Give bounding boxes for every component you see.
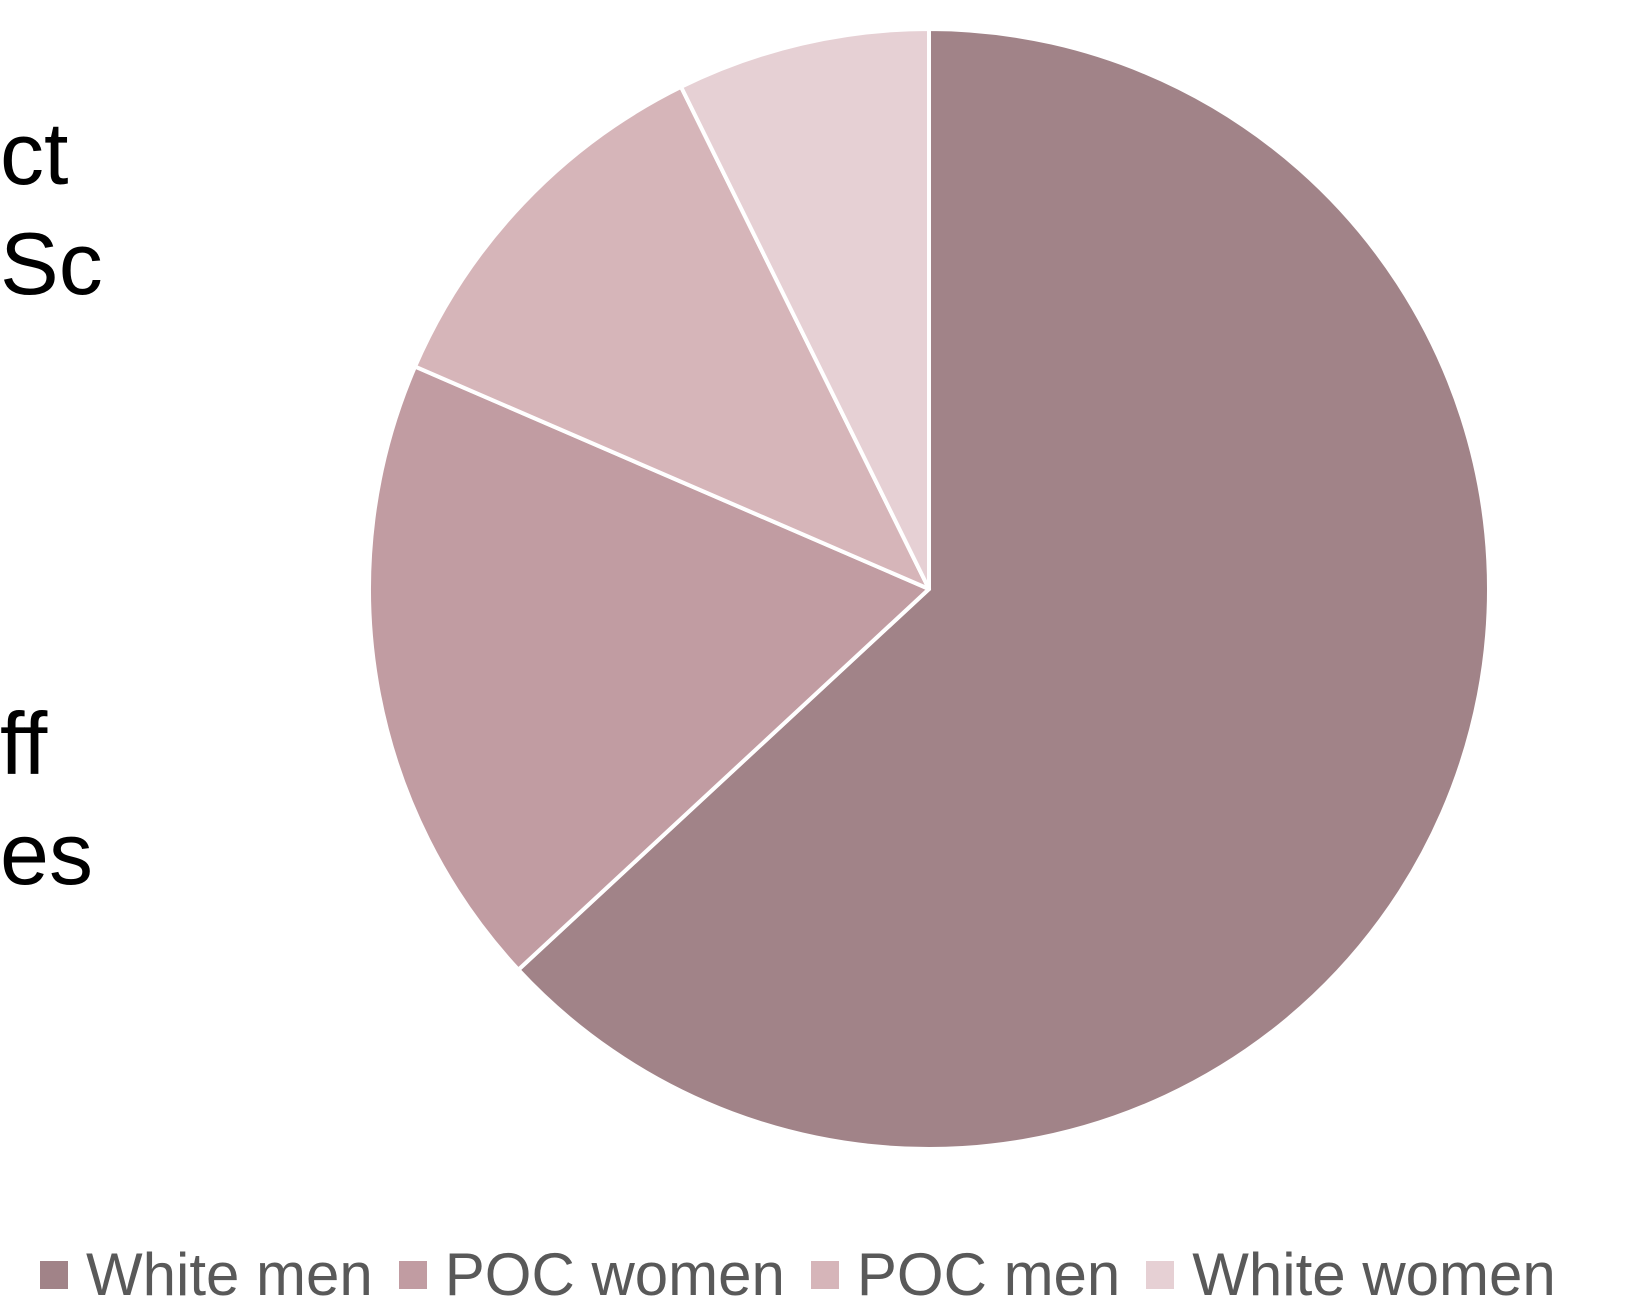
- pie-slice-poc-women: [367, 364, 931, 972]
- legend-item-poc-women: POC women: [398, 1240, 785, 1309]
- legend-item-white-men: White men: [40, 1240, 373, 1309]
- side-text-fragment: ct: [0, 104, 69, 203]
- pie-chart: [367, 27, 1491, 1151]
- legend-item-white-women: White women: [1146, 1240, 1556, 1309]
- legend-swatch: [398, 1260, 427, 1289]
- legend-swatch: [810, 1260, 839, 1289]
- legend-label: POC women: [444, 1241, 785, 1308]
- legend-item-poc-men: POC men: [810, 1240, 1121, 1309]
- legend-label: White women: [1192, 1241, 1556, 1308]
- pie-slice-white-women: [679, 27, 931, 591]
- legend-label: POC men: [856, 1241, 1121, 1308]
- side-text-fragment: ff: [0, 694, 48, 793]
- legend-swatch: [1146, 1260, 1175, 1289]
- side-text-fragment: es: [0, 804, 93, 903]
- pie-slice-poc-men: [413, 84, 931, 591]
- pie-slice-white-men: [516, 27, 1491, 1151]
- pie-slices: [367, 27, 1491, 1151]
- chart-legend: White men POC women POC men White women: [40, 1240, 1556, 1309]
- legend-label: White men: [86, 1241, 373, 1308]
- side-text-fragment: Sc: [0, 214, 103, 313]
- legend-swatch: [40, 1260, 68, 1289]
